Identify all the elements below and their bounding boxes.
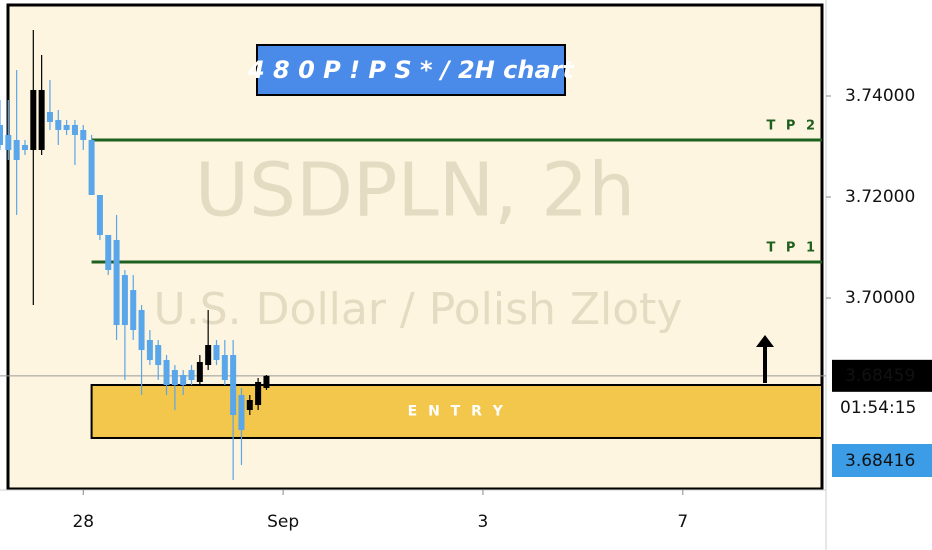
arrow-head bbox=[756, 335, 774, 347]
chart-title: 4 8 0 P ! P S * / 2H chart bbox=[247, 56, 576, 84]
candle-body bbox=[71, 124, 78, 135]
candle-body bbox=[230, 355, 237, 416]
candle-body bbox=[205, 345, 212, 366]
candle-body bbox=[88, 139, 95, 195]
last-price-box bbox=[832, 359, 932, 392]
countdown-box bbox=[832, 392, 932, 423]
candle-body bbox=[80, 129, 87, 140]
candle-body bbox=[0, 124, 3, 145]
watermark: USDPLN, 2h bbox=[195, 148, 635, 234]
last-price-label: 3.68459 bbox=[845, 366, 915, 386]
candle-body bbox=[30, 89, 37, 150]
overlay: 4 8 0 P ! P S * / 2H chart bbox=[247, 44, 774, 383]
candle-body bbox=[13, 139, 20, 160]
candle-body bbox=[163, 360, 170, 386]
target-label: T P 1 bbox=[767, 240, 819, 255]
x-tick-label: 28 bbox=[72, 512, 94, 532]
candle-body bbox=[155, 345, 162, 366]
candle-body bbox=[263, 375, 270, 388]
candle-body bbox=[213, 345, 220, 361]
candle-body bbox=[121, 275, 128, 326]
entry-label: E N T R Y bbox=[408, 403, 506, 419]
candle-body bbox=[238, 395, 245, 431]
candle-body bbox=[113, 239, 120, 326]
candle-body bbox=[55, 119, 62, 130]
candle-body bbox=[5, 134, 12, 150]
candle-body bbox=[130, 290, 137, 331]
candle-body bbox=[171, 370, 178, 386]
candle-body bbox=[38, 89, 45, 150]
target-label: T P 2 bbox=[767, 118, 819, 133]
bid-price-box bbox=[832, 444, 932, 477]
candle-body bbox=[105, 234, 112, 271]
candle-body bbox=[146, 340, 153, 361]
candle-body bbox=[180, 375, 187, 386]
y-tick-label: 3.72000 bbox=[845, 187, 915, 207]
countdown-label: 01:54:15 bbox=[840, 398, 916, 418]
candle-body bbox=[46, 112, 53, 123]
candle-body bbox=[63, 124, 70, 130]
y-tick-label: 3.74000 bbox=[845, 86, 915, 106]
candle-body bbox=[246, 400, 253, 411]
candle-body bbox=[221, 355, 228, 381]
entry-zone bbox=[90, 384, 824, 439]
bid-price-label: 3.68416 bbox=[845, 451, 915, 471]
candle-body bbox=[188, 370, 195, 381]
title-box bbox=[256, 44, 566, 96]
candle-body bbox=[21, 144, 28, 150]
watermark-subtitle: U.S. Dollar / Polish Zloty bbox=[154, 284, 683, 335]
x-tick-label: 3 bbox=[478, 512, 489, 532]
x-tick-label: Sep bbox=[267, 512, 299, 532]
candle-body bbox=[196, 361, 203, 382]
candle-body bbox=[255, 381, 262, 406]
candle-body bbox=[96, 194, 103, 235]
candle-body bbox=[138, 310, 145, 351]
y-tick-label: 3.70000 bbox=[845, 288, 915, 308]
marks: E N T R Y T P 2 T P 1 bbox=[0, 29, 826, 481]
x-tick-label: 7 bbox=[677, 512, 688, 532]
